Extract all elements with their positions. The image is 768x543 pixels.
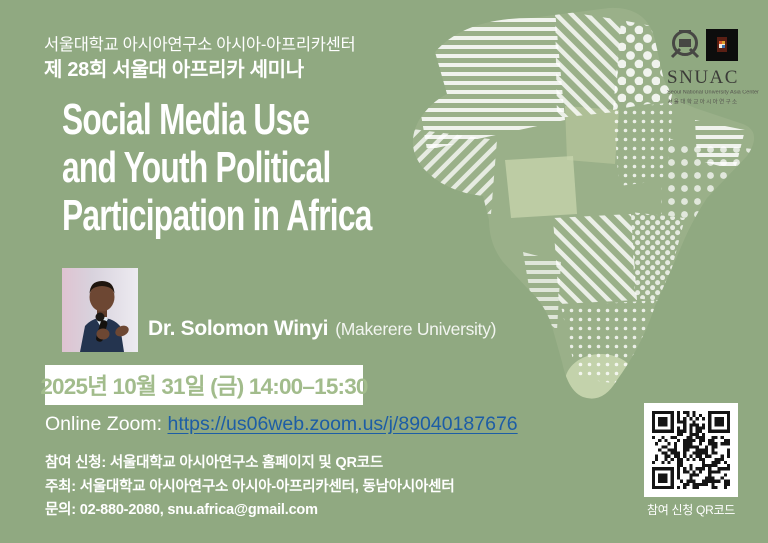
zoom-link[interactable]: https://us06web.zoom.us/j/89040187676: [167, 413, 518, 435]
poster-title-line: Social Media Use: [62, 95, 310, 144]
speaker-affiliation: (Makerere University): [335, 319, 497, 339]
contact-info-line: 문의: 02-880-2080, snu.africa@gmail.com: [45, 502, 318, 518]
organization-line: 서울대학교 아시아연구소 아시아-아프리카센터: [44, 36, 356, 54]
snuac-wordmark: SNUAC: [667, 67, 739, 88]
qr-code: [644, 403, 738, 497]
snuac-logo: SNUAC Seoul National University Asia Cen…: [664, 28, 759, 106]
asia-center-mark-icon: [706, 28, 738, 66]
event-datetime-box: 2025년 10월 31일 (금) 14:00–15:30: [40, 365, 368, 405]
seminar-series-title: 제 28회 서울대 아프리카 세미나: [44, 59, 304, 81]
speaker-line: Dr. Solomon Winyi (Makerere University): [148, 317, 496, 341]
snuac-tagline-en: Seoul National University Asia Center: [667, 90, 759, 96]
registration-info-line: 참여 신청: 서울대학교 아시아연구소 홈페이지 및 QR코드: [45, 455, 384, 471]
info-block: 참여 신청: 서울대학교 아시아연구소 홈페이지 및 QR코드 주최: 서울대학…: [45, 452, 455, 523]
online-zoom-row: Online Zoom: https://us06web.zoom.us/j/8…: [45, 413, 518, 436]
speaker-photo: [62, 268, 138, 352]
poster-title-line: and Youth Political: [62, 143, 331, 192]
poster-title-line: Participation in Africa: [62, 191, 372, 240]
event-datetime: 2025년 10월 31일 (금) 14:00–15:30: [40, 374, 368, 399]
snuac-tagline-kr: 서울대학교아시아연구소: [667, 99, 739, 106]
poster-title: Social Media Use and Youth Political Par…: [62, 96, 492, 240]
speaker-name: Dr. Solomon Winyi: [148, 317, 329, 340]
snu-emblem-icon: [668, 28, 702, 67]
zoom-label: Online Zoom:: [45, 413, 163, 435]
host-info-line: 주최: 서울대학교 아시아연구소 아시아-아프리카센터, 동남아시아센터: [45, 478, 455, 495]
qr-caption: 참여 신청 QR코드: [647, 503, 735, 517]
